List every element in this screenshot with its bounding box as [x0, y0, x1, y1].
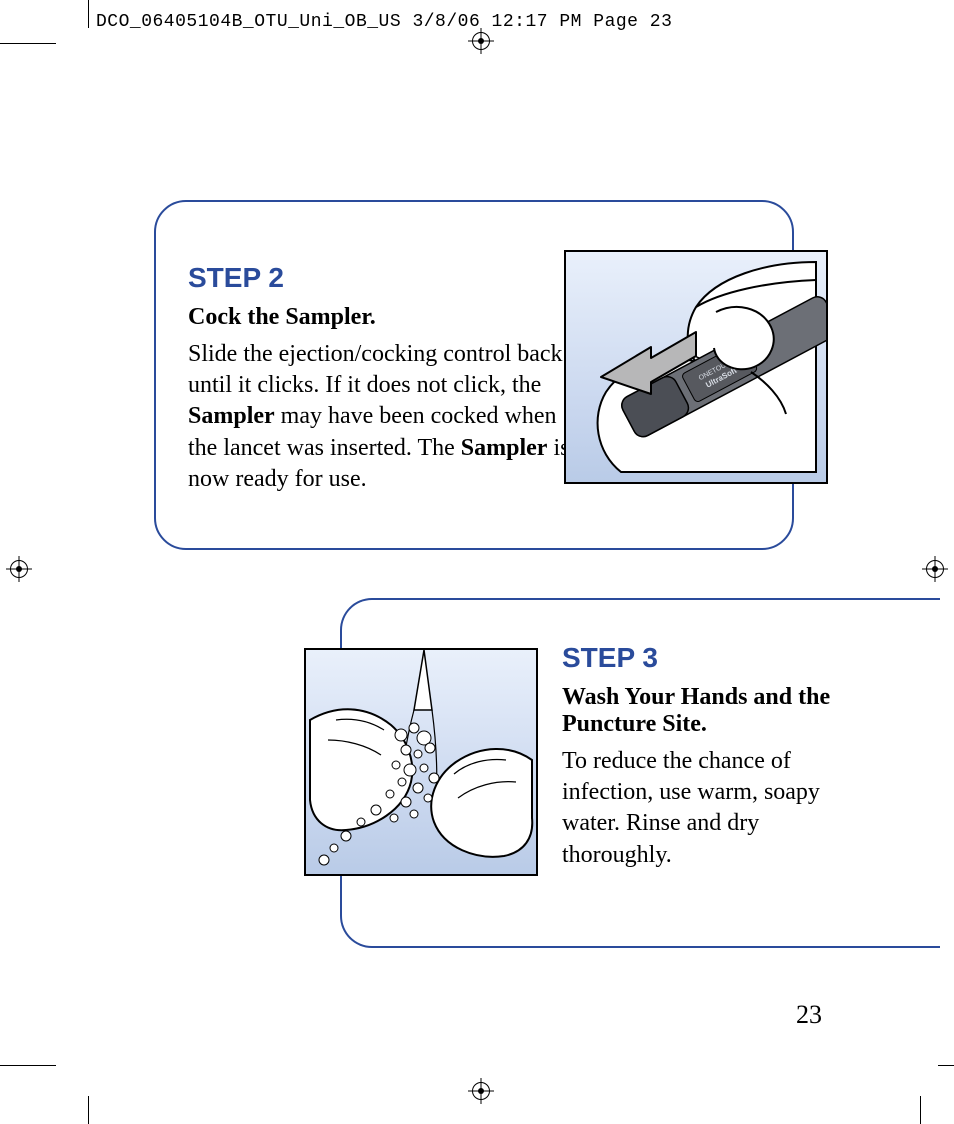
step-2-illustration: ONETOUCH UltraSoft [564, 250, 828, 484]
step-3-box: STEP 3 Wash Your Hands and the Puncture … [340, 598, 940, 948]
crop-mark [0, 1065, 56, 1066]
registration-mark [922, 556, 948, 582]
crop-mark [938, 1065, 954, 1066]
step-3-subtitle: Wash Your Hands and the Puncture Site. [562, 684, 852, 738]
step-3-title: STEP 3 [562, 642, 852, 674]
registration-mark [468, 1078, 494, 1104]
step-2-body-pre: Slide the ejection/cocking control back … [188, 341, 563, 398]
page-number: 23 [796, 1000, 822, 1030]
step-2-subtitle: Cock the Sampler. [188, 304, 578, 331]
step-2-body: Slide the ejection/cocking control back … [188, 339, 578, 495]
step-2-body-bold2: Sampler [461, 435, 548, 461]
step-3-body: To reduce the chance of infection, use w… [562, 746, 852, 871]
crop-mark [88, 1096, 89, 1124]
step-2-text: STEP 2 Cock the Sampler. Slide the eject… [188, 262, 578, 495]
step-2-body-bold1: Sampler [188, 403, 275, 429]
step-2-box: STEP 2 Cock the Sampler. Slide the eject… [154, 200, 794, 550]
step-3-illustration [304, 648, 538, 876]
crop-mark [88, 0, 89, 28]
wash-hands-icon [306, 650, 536, 874]
crop-mark [0, 43, 56, 44]
print-slug: DCO_06405104B_OTU_Uni_OB_US 3/8/06 12:17… [96, 12, 672, 32]
step-2-title: STEP 2 [188, 262, 578, 294]
crop-mark [920, 1096, 921, 1124]
step-3-text: STEP 3 Wash Your Hands and the Puncture … [562, 642, 852, 871]
sampler-pen-icon: ONETOUCH UltraSoft [566, 252, 826, 482]
registration-mark [6, 556, 32, 582]
registration-mark [468, 28, 494, 54]
